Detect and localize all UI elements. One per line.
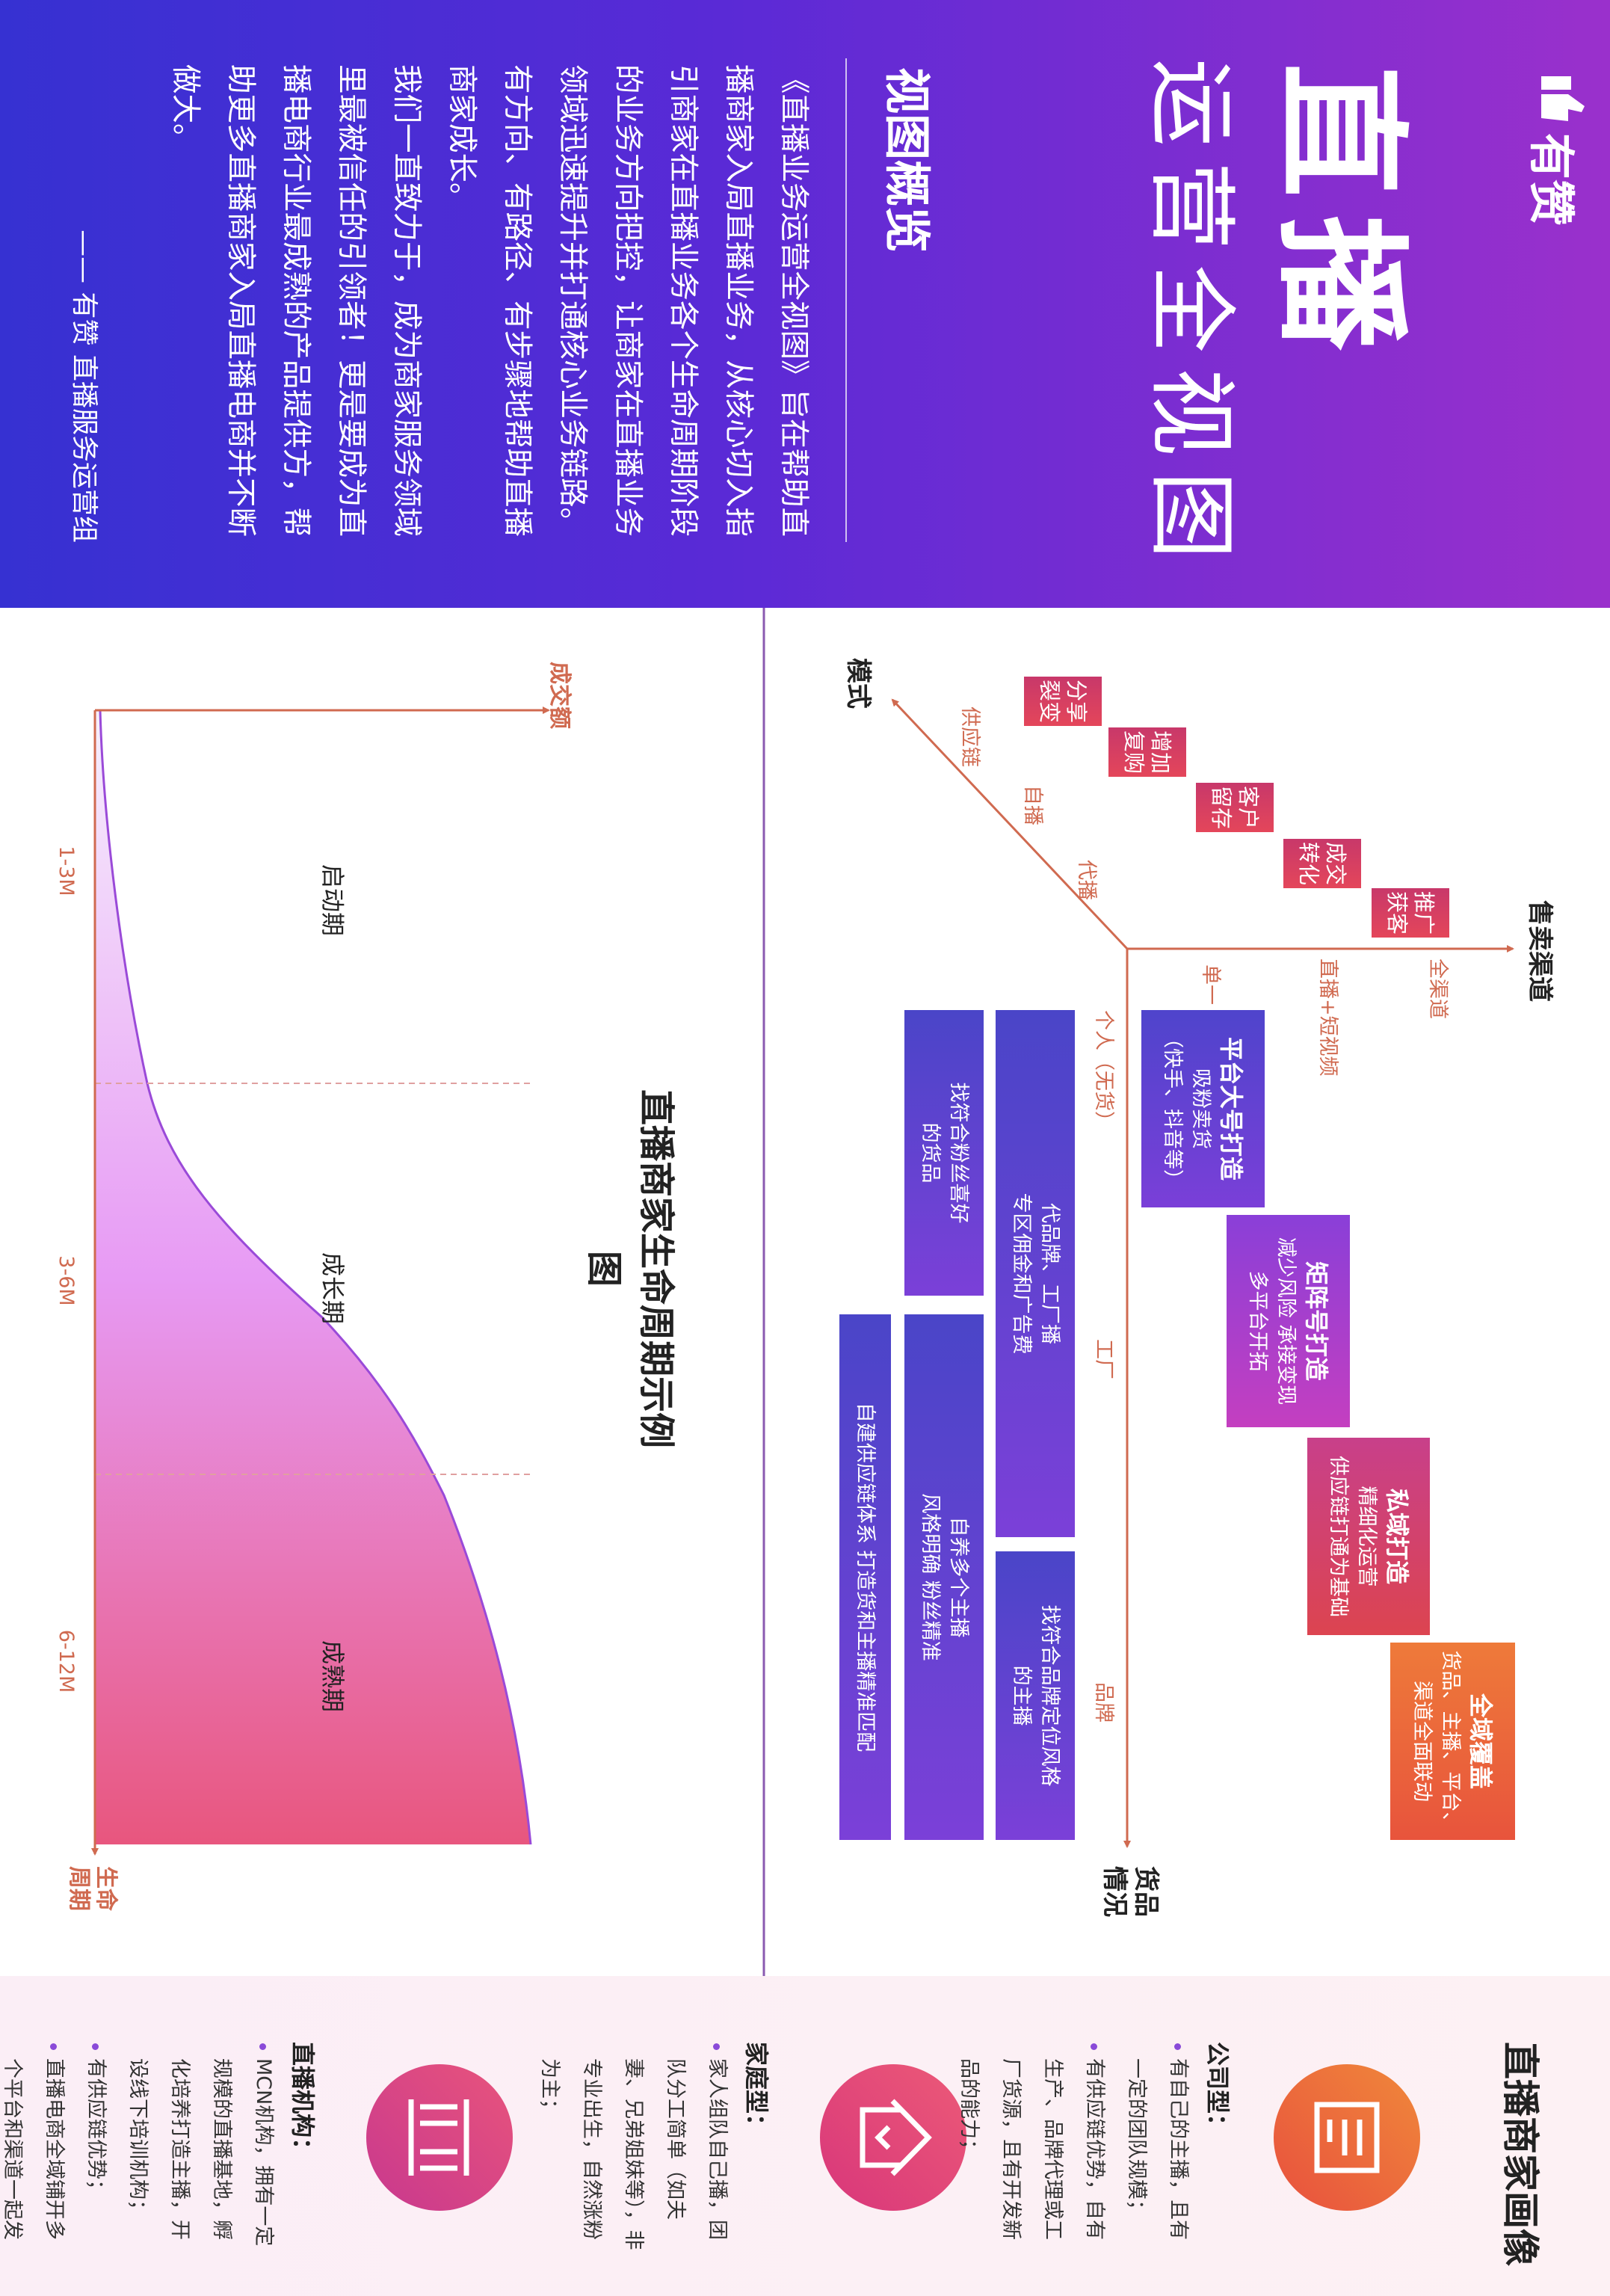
card-line: 平台大号打造 bbox=[1217, 1036, 1246, 1181]
stage-label: 启动期 bbox=[318, 864, 347, 936]
lifecycle-title: 直播商家生命周期示例图 bbox=[583, 1089, 677, 1448]
type-name: 直播机构： bbox=[289, 2042, 317, 2162]
card-line: 精细化运营 bbox=[1355, 1486, 1378, 1587]
strategy-card: 代品牌、工厂播 专区佣金和广告费 bbox=[996, 1010, 1075, 1537]
agency-icon bbox=[366, 2064, 513, 2211]
logo-icon bbox=[1541, 76, 1585, 121]
family-icon bbox=[820, 2064, 966, 2211]
agency-icon-glyph bbox=[408, 2099, 469, 2176]
strategy-card: 自养多个主播 风格明确 粉丝精准 bbox=[904, 1314, 984, 1840]
subtitle: 运营全视图 bbox=[1140, 58, 1243, 575]
stage-label: 成长期 bbox=[318, 1252, 347, 1324]
card-line: 吸粉卖货 bbox=[1189, 1068, 1213, 1149]
strategy-card: 自建供应链体系 打造货和主播精准匹配 bbox=[839, 1314, 891, 1840]
goods-tick: 个人（无货） bbox=[1092, 1010, 1115, 1131]
strategy-card: 私域打造 精细化运营 供应链打通为基础 bbox=[1307, 1438, 1430, 1635]
period-label: 1-3M bbox=[55, 846, 78, 896]
portrait-type: 公司型： 有自己的主播，且有一定的团队规模； 有供应链优势，自有生产、品牌代理或工厂… bbox=[948, 2042, 1236, 2255]
card-line: 的货品 bbox=[919, 1122, 942, 1184]
strategy-card: 全域覆盖 货品、主播、平台、 渠道全面联动 bbox=[1390, 1643, 1515, 1840]
type-item: 直播电商全域铺开多个平台和渠道一起发力； bbox=[0, 2042, 75, 2255]
type-item: 家人组队自己播，团队分工简单（如夫妻、兄弟姐妹等），非专业出生，自然涨粉为主； bbox=[528, 2042, 738, 2255]
overview-text: 《直播业务运营全视图》旨在帮助直播商家入局直播业务，从核心切入指引商家在直播业务… bbox=[158, 64, 821, 543]
x-axis-label: 生命周期 bbox=[66, 1866, 119, 1911]
mode-tick: 代播 bbox=[1075, 860, 1098, 900]
card-line: 供应链打通为基础 bbox=[1327, 1456, 1350, 1617]
company-icon-glyph bbox=[1314, 2102, 1380, 2173]
paragraph: 《直播业务运营全视图》旨在帮助直播商家入局直播业务，从核心切入指引商家在直播业务… bbox=[445, 64, 811, 537]
channel-tick: 全渠道 bbox=[1426, 958, 1449, 1019]
card-line: 自养多个主播 bbox=[947, 1516, 970, 1638]
portrait-title: 直播商家画像 bbox=[1499, 2042, 1542, 2266]
stage-box: 分享裂变 bbox=[1024, 677, 1102, 726]
type-item: 有自己的主播，且有一定的团队规模； bbox=[1115, 2042, 1199, 2255]
card-line: 货品、主播、平台、 bbox=[1439, 1650, 1463, 1832]
type-name: 家庭型： bbox=[742, 2042, 771, 2138]
stage-box: 成交转化 bbox=[1283, 839, 1361, 888]
mode-axis bbox=[891, 698, 1129, 950]
card-line: 代品牌、工厂播 bbox=[1038, 1203, 1061, 1344]
paragraph: 我们一直致力于，成为商家服务领域里最被信任的引领者！更是要成为直播电商行业最成熟… bbox=[168, 64, 424, 537]
card-line: 找符合品牌定位风格 bbox=[1038, 1604, 1061, 1787]
type-name: 公司型： bbox=[1203, 2042, 1232, 2138]
mode-tick: 自播 bbox=[1021, 785, 1044, 825]
goods-tick: 工厂 bbox=[1092, 1339, 1115, 1379]
axis-label: 售卖渠道 bbox=[1525, 900, 1555, 1002]
type-item: MCN机构，拥有一定规模的直播基地，孵化培养打造主播，开设线下培训机构； bbox=[117, 2042, 284, 2255]
title: 直播 bbox=[1262, 63, 1418, 369]
card-line: 专区佣金和广告费 bbox=[1010, 1192, 1033, 1355]
portrait-type: 家庭型： 家人组队自己播，团队分工简单（如夫妻、兄弟姐妹等），非专业出生，自然涨粉… bbox=[528, 2042, 775, 2255]
stage-box: 推广获客 bbox=[1372, 888, 1449, 938]
card-line: 找符合粉丝喜好 bbox=[947, 1082, 970, 1224]
strategy-card: 找符合品牌定位风格 的主播 bbox=[996, 1551, 1075, 1840]
strategy-card: 找符合粉丝喜好 的货品 bbox=[904, 1010, 984, 1296]
portrait-type: 直播机构： MCN机构，拥有一定规模的直播基地，孵化培养打造主播，开设线下培训机构… bbox=[0, 2042, 321, 2255]
channel-tick: 单一 bbox=[1199, 964, 1222, 1005]
card-line: 减少风险 承接变现 bbox=[1274, 1237, 1298, 1406]
card-line: 渠道全面联动 bbox=[1410, 1681, 1434, 1802]
card-line: 矩阵号打造 bbox=[1302, 1261, 1331, 1381]
stage-box: 增加复购 bbox=[1108, 727, 1186, 777]
card-line: 全域覆盖 bbox=[1466, 1693, 1496, 1789]
card-line: 自建供应链体系 打造货和主播精准匹配 bbox=[854, 1402, 878, 1752]
y-axis-label: 成交额 bbox=[546, 662, 573, 729]
axis-label: 货品情况 bbox=[1099, 1866, 1161, 1917]
strategy-card: 平台大号打造 吸粉卖货 （快手、抖音等） bbox=[1141, 1010, 1265, 1207]
axis-label: 模式 bbox=[843, 658, 873, 709]
strategy-card: 矩阵号打造 减少风险 承接变现 多平台开拓 bbox=[1227, 1215, 1350, 1427]
card-line: 风格明确 粉丝精准 bbox=[919, 1493, 942, 1661]
stage-label: 成熟期 bbox=[318, 1640, 347, 1712]
period-label: 6-12M bbox=[55, 1629, 78, 1693]
lifecycle-curve bbox=[99, 710, 532, 1845]
card-line: 多平台开拓 bbox=[1246, 1270, 1270, 1372]
card-line: 私域打造 bbox=[1383, 1488, 1411, 1584]
family-icon-glyph bbox=[860, 2099, 932, 2176]
mode-tick: 供应链 bbox=[958, 707, 981, 767]
lifecycle-area bbox=[95, 710, 531, 1844]
type-item: 有供应链优势，自有生产、品牌代理或工厂货源，且有开发新品的能力； bbox=[948, 2042, 1115, 2255]
period-label: 3-6M bbox=[55, 1255, 78, 1306]
goods-tick: 品牌 bbox=[1092, 1682, 1115, 1723]
card-line: 的主播 bbox=[1010, 1665, 1033, 1726]
stage-box: 客户留存 bbox=[1196, 783, 1274, 832]
overview-heading: 视图概览 bbox=[880, 67, 934, 253]
channel-tick: 直播+短视频 bbox=[1316, 958, 1339, 1077]
signature: —— 有赞 直播服务运营组 bbox=[69, 230, 99, 543]
type-item: 有供应链优势； bbox=[75, 2042, 117, 2255]
card-line: （快手、抖音等） bbox=[1161, 1028, 1185, 1189]
logo-text: 有赞 bbox=[1524, 133, 1579, 227]
